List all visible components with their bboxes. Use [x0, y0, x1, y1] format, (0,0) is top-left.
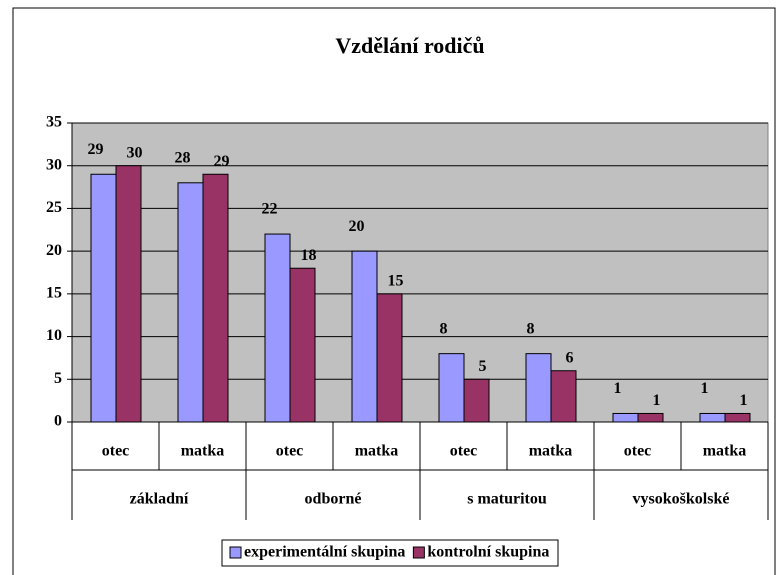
x-tick-label: otec: [276, 443, 304, 460]
data-label: 8: [440, 320, 448, 337]
data-label: 1: [653, 392, 661, 409]
bar: [525, 353, 552, 423]
data-label: 6: [566, 349, 574, 366]
y-tick-label: 15: [46, 285, 62, 302]
plot-area: [71, 122, 769, 423]
legend-label: experimentální skupina: [244, 544, 405, 561]
x-tick-label: matka: [355, 443, 399, 460]
group-label: vysokoškolské: [633, 491, 730, 508]
x-tick-label: matka: [529, 443, 573, 460]
bar: [115, 165, 142, 423]
chart-title: Vzdělání rodičů: [335, 33, 484, 58]
y-tick-label: 5: [54, 370, 62, 387]
bar: [550, 370, 577, 423]
bar: [438, 353, 465, 423]
bar: [637, 412, 664, 423]
data-label: 30: [127, 144, 143, 161]
data-label: 1: [701, 380, 709, 397]
bar: [463, 378, 490, 423]
data-label: 28: [175, 149, 191, 166]
bar: [699, 412, 726, 423]
bar: [376, 293, 403, 423]
data-label: 22: [262, 201, 278, 218]
data-label: 29: [88, 141, 104, 158]
data-label: 18: [301, 247, 317, 264]
chart-border: [12, 7, 776, 575]
data-label: 8: [527, 320, 535, 337]
y-tick-label: 20: [46, 242, 62, 259]
bar: [289, 267, 316, 423]
y-tick-label: 35: [46, 114, 62, 131]
x-tick-label: otec: [102, 443, 130, 460]
bar: [202, 173, 229, 423]
data-label: 1: [740, 392, 748, 409]
x-tick-label: otec: [450, 443, 478, 460]
data-label: 5: [479, 358, 487, 375]
y-tick-label: 30: [46, 156, 62, 173]
group-label: odborné: [305, 491, 362, 508]
bar: [264, 233, 291, 423]
x-tick-label: matka: [181, 443, 225, 460]
bar: [724, 412, 751, 423]
x-tick-label: matka: [703, 443, 747, 460]
bar: [90, 173, 117, 423]
y-tick-label: 25: [46, 199, 62, 216]
bar: [177, 182, 204, 423]
y-tick-label: 0: [54, 413, 62, 430]
bar: [612, 412, 639, 423]
legend-box: [221, 539, 559, 567]
group-label: základní: [130, 491, 189, 508]
legend-swatch: [229, 546, 242, 559]
legend-label: kontrolní skupina: [427, 544, 549, 561]
data-label: 1: [614, 380, 622, 397]
y-tick-label: 10: [46, 327, 62, 344]
x-tick-label: otec: [624, 443, 652, 460]
data-label: 29: [214, 153, 230, 170]
legend-swatch: [412, 546, 425, 559]
group-label: s maturitou: [467, 491, 547, 508]
data-label: 20: [349, 218, 365, 235]
data-label: 15: [388, 273, 404, 290]
bar: [351, 250, 378, 423]
